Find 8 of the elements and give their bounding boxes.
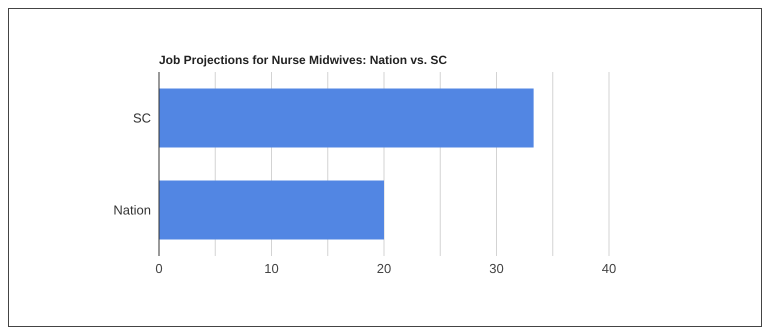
y-tick-label: SC [132,110,151,126]
x-tick-label: 0 [155,261,163,276]
x-tick-label: 30 [489,261,504,276]
y-tick-label: Nation [113,202,151,218]
x-tick-label: 20 [376,261,392,276]
x-tick-label: 40 [602,261,616,276]
chart-title: Job Projections for Nurse Midwives: Nation vs. SC [159,53,448,67]
x-tick-label: 10 [264,261,279,276]
